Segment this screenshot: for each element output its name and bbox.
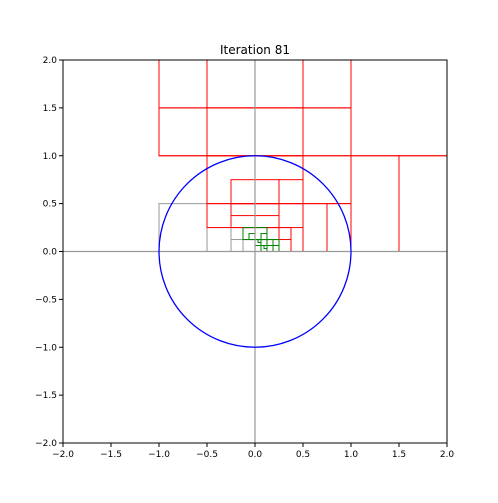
x-tick-label: −0.5: [196, 450, 218, 460]
x-tick-label: 2.0: [440, 450, 455, 460]
circle-layer: [158, 155, 352, 348]
rectangles-layer: [158, 59, 448, 252]
red-rect-5: [302, 59, 352, 109]
gray-rect-0: [158, 203, 208, 252]
x-tick-label: −1.0: [148, 450, 170, 460]
red-rect-4: [254, 59, 304, 109]
y-tick-label: 1.5: [43, 104, 57, 114]
red-rect-8: [254, 107, 304, 157]
red-rect-19: [278, 203, 304, 229]
y-tick-label: −0.5: [35, 295, 57, 305]
y-tick-label: −1.5: [35, 391, 57, 401]
x-tick-label: 1.0: [344, 450, 359, 460]
y-tick-label: 2.0: [43, 56, 58, 66]
red-rect-3: [206, 59, 256, 109]
red-rect-11: [398, 155, 448, 252]
red-rect-22: [254, 203, 280, 217]
red-rect-2: [158, 59, 304, 109]
green-rect-1: [248, 233, 256, 241]
x-tick-label: 1.5: [392, 450, 406, 460]
green-rect-11: [263, 245, 268, 250]
red-rect-18: [278, 179, 304, 205]
y-tick-label: −1.0: [35, 343, 57, 353]
red-rect-26: [278, 239, 292, 252]
x-tick-label: −2.0: [52, 450, 74, 460]
green-rect-8: [272, 245, 280, 252]
unit-circle: [158, 155, 352, 348]
red-rect-15: [302, 203, 328, 252]
x-tick-label: 0.0: [248, 450, 263, 460]
red-rect-9: [302, 107, 352, 157]
x-tick-label: 0.5: [296, 450, 310, 460]
gray-rect-1: [206, 227, 232, 252]
red-rect-6: [158, 107, 208, 157]
red-rect-7: [206, 107, 256, 157]
x-tick-label: −1.5: [100, 450, 122, 460]
y-tick-label: 1.0: [43, 152, 58, 162]
axis-lines-layer: [63, 60, 447, 443]
red-rect-10: [350, 155, 400, 252]
y-tick-label: 0.5: [43, 200, 57, 210]
green-rect-3: [260, 233, 268, 241]
y-tick-label: −2.0: [35, 439, 57, 449]
green-rect-9: [266, 239, 274, 247]
ticks-layer: −2.0 −1.5 −1.0 −0.5 0.0 0.5 1.0 1.5 2.0 −2.0 −1.5 −…: [35, 56, 454, 460]
green-rect-10: [257, 239, 262, 244]
red-rect-25: [266, 227, 280, 241]
chart-title: Iteration 81: [220, 43, 290, 57]
red-rect-21: [230, 203, 256, 217]
y-tick-label: 0.0: [43, 248, 58, 258]
gray-rect-2: [230, 239, 244, 252]
